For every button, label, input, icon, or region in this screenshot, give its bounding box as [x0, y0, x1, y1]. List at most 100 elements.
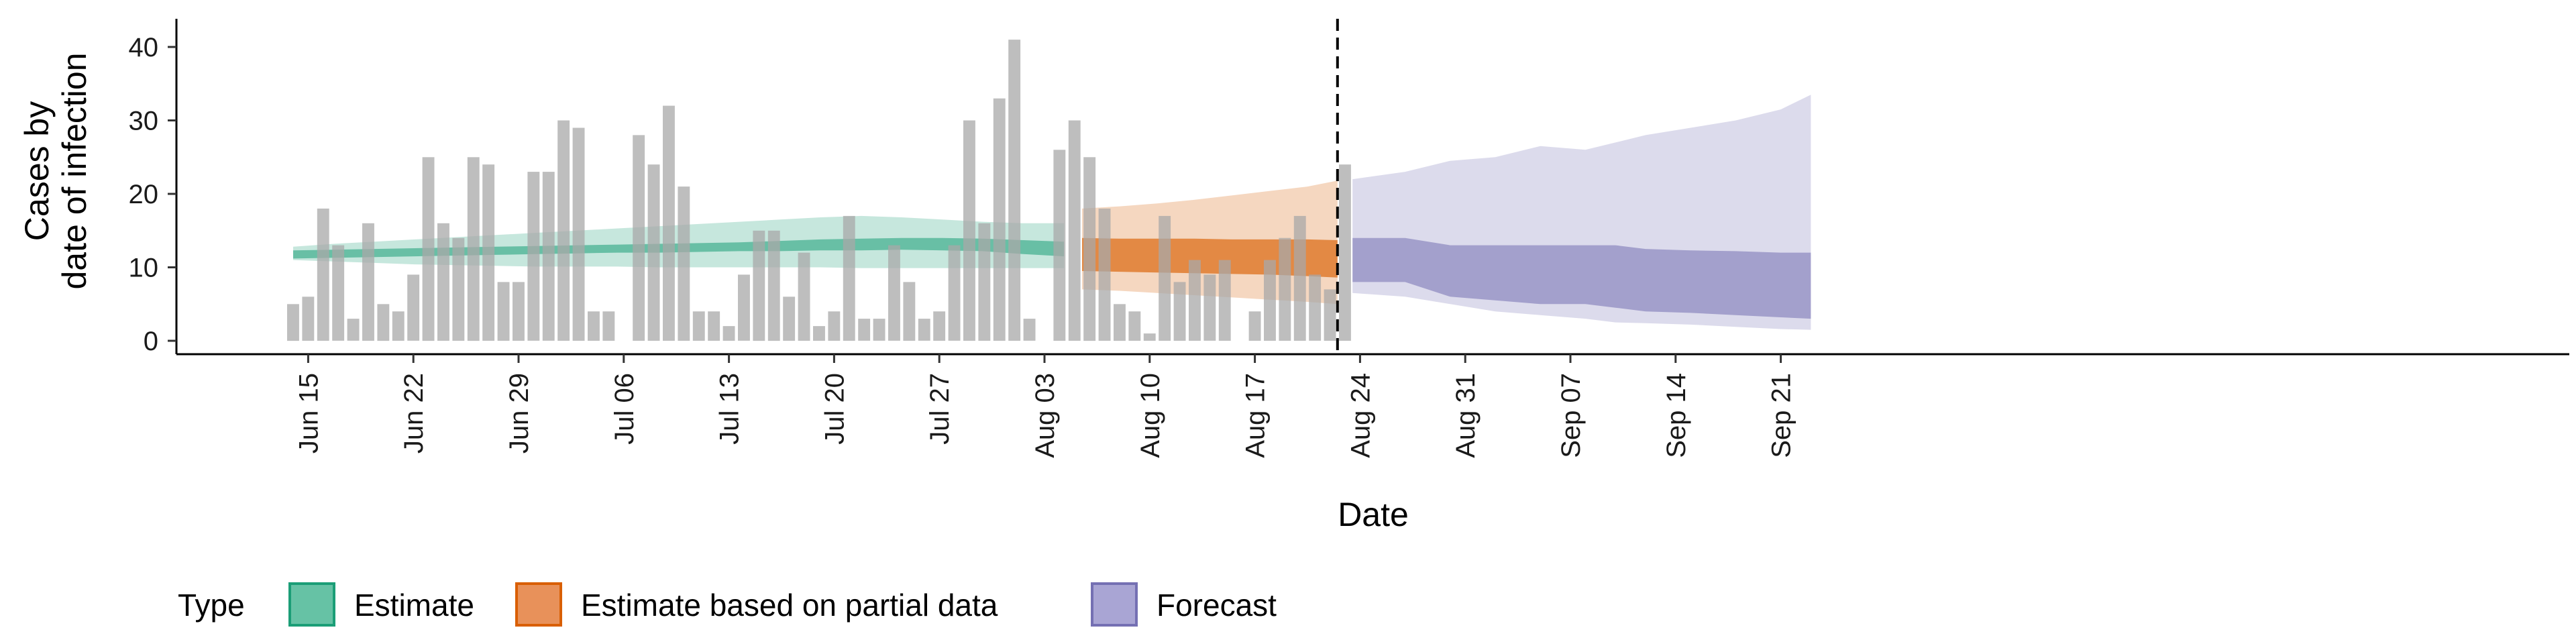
- x-tick-label: Aug 10: [1136, 373, 1165, 458]
- reported-cases-bar: [798, 252, 810, 341]
- x-axis-ticks: Jun 15 Jun 22 Jun 29 Jul 06 Jul 13 Jul 20 Jul …: [294, 354, 1796, 458]
- reported-cases-bar: [377, 304, 390, 341]
- reported-cases-bar: [858, 319, 871, 341]
- reported-cases-bar: [1173, 282, 1186, 341]
- reported-cases-bar: [317, 208, 329, 341]
- x-tick-label: Aug 24: [1346, 373, 1375, 458]
- y-tick-label: 40: [129, 33, 159, 62]
- reported-cases-bar: [482, 164, 495, 341]
- reported-cases-bars: [287, 40, 1351, 341]
- x-tick-label: Aug 31: [1451, 373, 1481, 458]
- reported-cases-bar: [588, 311, 600, 341]
- reported-cases-bar: [1083, 157, 1096, 341]
- reported-cases-bar: [1324, 289, 1336, 341]
- y-axis-title-line2: date of infection: [56, 52, 93, 289]
- legend-title: Type: [178, 588, 245, 623]
- reported-cases-bar: [1309, 274, 1322, 341]
- legend-label-forecast: Forecast: [1157, 588, 1277, 623]
- reported-cases-bar: [347, 319, 360, 341]
- reported-cases-bar: [828, 311, 841, 341]
- y-axis-ticks: 0 10 20 30 40: [129, 33, 176, 356]
- reported-cases-bar: [753, 230, 765, 341]
- reported-cases-bar: [1008, 40, 1021, 341]
- reported-cases-bar: [993, 98, 1006, 341]
- y-tick-label: 0: [144, 327, 158, 356]
- forecast-inner-band: [1352, 237, 1811, 319]
- x-tick-label: Jul 27: [925, 373, 955, 445]
- reported-cases-bar: [1264, 260, 1276, 341]
- reported-cases-bar: [843, 215, 855, 341]
- reported-cases-bar: [362, 223, 374, 341]
- reported-cases-bar: [1143, 333, 1156, 341]
- reported-cases-bar: [542, 172, 555, 341]
- reported-cases-bar: [692, 311, 705, 341]
- reported-cases-bar: [467, 157, 480, 341]
- reported-cases-bar: [633, 135, 645, 341]
- x-tick-label: Aug 17: [1241, 373, 1271, 458]
- reported-cases-bar: [1248, 311, 1261, 341]
- reported-cases-bar: [738, 274, 750, 341]
- legend-swatch-forecast: [1091, 582, 1138, 627]
- reported-cases-bar: [678, 186, 690, 341]
- legend: Type Estimate Estimate based on partial …: [178, 582, 1277, 627]
- reported-cases-bar: [437, 223, 449, 341]
- reported-cases-bar: [767, 230, 780, 341]
- reported-cases-bar: [302, 297, 315, 341]
- reported-cases-bar: [1098, 208, 1111, 341]
- legend-swatch-estimate: [288, 582, 335, 627]
- reported-cases-bar: [572, 127, 585, 341]
- reported-cases-bar: [407, 274, 420, 341]
- reported-cases-bar: [873, 319, 885, 341]
- reported-cases-bar: [452, 237, 465, 341]
- reported-cases-bar: [422, 157, 435, 341]
- reported-cases-bar: [978, 223, 991, 341]
- reported-cases-bar: [948, 245, 961, 341]
- reported-cases-bar: [392, 311, 405, 341]
- reported-cases-bar: [647, 164, 660, 341]
- reported-cases-bar: [933, 311, 946, 341]
- x-tick-label: Sep 07: [1556, 373, 1586, 458]
- reported-cases-bar: [1339, 164, 1351, 341]
- x-tick-label: Jun 29: [504, 373, 534, 453]
- reported-cases-bar: [1218, 260, 1231, 341]
- x-tick-label: Jul 13: [715, 373, 745, 445]
- x-tick-label: Jun 22: [399, 373, 429, 453]
- y-axis-title-line1: Cases by: [18, 101, 56, 241]
- reported-cases-bar: [602, 311, 615, 341]
- reported-cases-bar: [722, 326, 735, 341]
- reported-cases-bar: [1279, 237, 1291, 341]
- reported-cases-bar: [1189, 260, 1201, 341]
- x-axis-title: Date: [1338, 496, 1409, 533]
- reported-cases-bar: [918, 319, 930, 341]
- reported-cases-bar: [1293, 215, 1306, 341]
- reported-cases-bar: [783, 297, 796, 341]
- x-tick-label: Jul 20: [820, 373, 849, 445]
- x-tick-label: Sep 14: [1662, 373, 1691, 458]
- reported-cases-bar: [1053, 150, 1066, 341]
- x-tick-label: Sep 21: [1767, 373, 1796, 458]
- reported-cases-bar: [1128, 311, 1141, 341]
- axes: [175, 19, 2569, 356]
- reported-cases-bar: [497, 282, 510, 341]
- x-tick-label: Aug 03: [1030, 373, 1060, 458]
- reported-cases-bar: [287, 304, 299, 341]
- reported-cases-bar: [1159, 215, 1171, 341]
- y-tick-label: 30: [129, 107, 159, 136]
- legend-label-estimate: Estimate: [354, 588, 474, 623]
- reported-cases-bar: [557, 120, 570, 341]
- x-tick-label: Jul 06: [610, 373, 639, 445]
- reported-cases-bar: [708, 311, 720, 341]
- reported-cases-bar: [1023, 319, 1036, 341]
- reported-cases-bar: [963, 120, 975, 341]
- reported-cases-bar: [1068, 120, 1081, 341]
- y-tick-label: 10: [129, 254, 159, 283]
- reported-cases-bar: [663, 105, 675, 341]
- reported-cases-bar: [888, 245, 900, 341]
- x-tick-label: Jun 15: [294, 373, 323, 453]
- reported-cases-bar: [513, 282, 525, 341]
- reported-cases-bar: [527, 172, 540, 341]
- legend-label-partial: Estimate based on partial data: [581, 588, 998, 623]
- reported-cases-bar: [813, 326, 825, 341]
- reported-cases-bar: [332, 245, 345, 341]
- y-tick-label: 20: [129, 180, 159, 209]
